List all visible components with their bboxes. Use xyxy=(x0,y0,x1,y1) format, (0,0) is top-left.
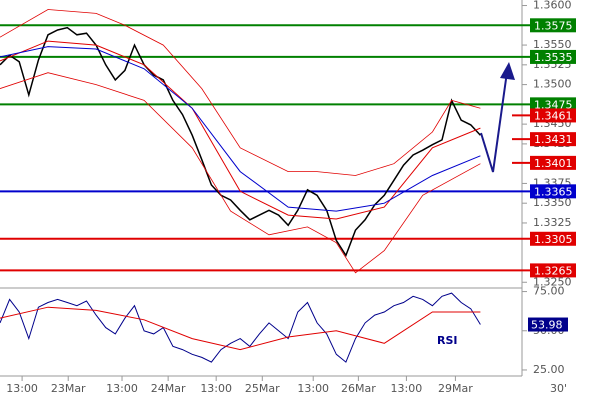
level-box xyxy=(530,263,576,278)
level-label: 1.3365 xyxy=(534,185,573,198)
x-tick-label: 23Mar xyxy=(51,382,86,395)
level-label: 1.3475 xyxy=(534,98,573,111)
level-box xyxy=(530,49,576,64)
y-tick-label: 1.3500 xyxy=(533,78,572,91)
x-tick-label: 26Mar xyxy=(341,382,376,395)
price-line xyxy=(0,72,481,274)
x-tick-label: 24Mar xyxy=(151,382,186,395)
rsi-last-label: 53.98 xyxy=(531,319,563,332)
level-label: 1.3431 xyxy=(534,133,573,146)
arrow-head xyxy=(500,62,515,80)
plot: 1.36001.35501.35251.35001.34501.34251.33… xyxy=(0,0,576,395)
rsi-line xyxy=(0,306,481,351)
level-box xyxy=(530,108,576,123)
rsi-tick-label: 25.00 xyxy=(533,363,565,376)
projection-arrow xyxy=(480,71,508,173)
x-tick-label: 25Mar xyxy=(245,382,280,395)
y-tick-label: 1.3550 xyxy=(533,38,572,51)
level-label: 1.3461 xyxy=(534,109,573,122)
level-label: 1.3535 xyxy=(534,51,573,64)
x-tick-label: 29Mar xyxy=(438,382,473,395)
price-line xyxy=(0,26,481,258)
level-box xyxy=(530,184,576,199)
level-label: 1.3575 xyxy=(534,19,573,32)
x-tick-label: 13:00 xyxy=(297,382,329,395)
timeframe: 30' xyxy=(550,382,567,395)
level-box xyxy=(530,231,576,246)
level-label: 1.3305 xyxy=(534,233,573,246)
level-label: 1.3265 xyxy=(534,264,573,277)
x-tick-label: 13:00 xyxy=(106,382,138,395)
level-box xyxy=(530,155,576,170)
level-label: 1.3401 xyxy=(534,157,573,170)
rsi-title: RSI xyxy=(437,334,458,347)
y-tick-label: 1.3600 xyxy=(533,0,572,12)
x-tick-label: 13:00 xyxy=(391,382,423,395)
level-box xyxy=(530,18,576,33)
y-tick-label: 1.3350 xyxy=(533,196,572,209)
rsi-last-box xyxy=(528,317,568,332)
price-line xyxy=(0,9,481,176)
level-box xyxy=(530,132,576,147)
level-box xyxy=(530,97,576,112)
rsi-tick-label: 75.00 xyxy=(533,285,565,298)
price-line xyxy=(0,46,481,212)
rsi-line xyxy=(0,292,481,363)
x-tick-label: 13:00 xyxy=(6,382,38,395)
x-tick-label: 13:00 xyxy=(200,382,232,395)
y-tick-label: 1.3325 xyxy=(533,216,572,229)
price-line xyxy=(0,40,481,220)
y-tick-label: 1.3250 xyxy=(533,275,572,288)
